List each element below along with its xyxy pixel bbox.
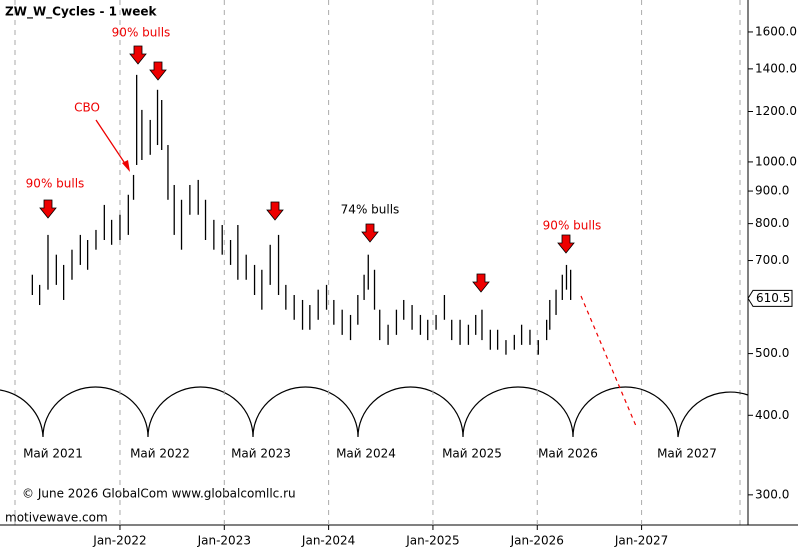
cycle-label: Май 2025 xyxy=(442,447,502,461)
cycle-label: Май 2023 xyxy=(231,447,291,461)
y-tick-label: 1000.0 xyxy=(755,154,797,168)
y-tick-label: 400.0 xyxy=(755,408,789,422)
x-tick-label: Jan-2027 xyxy=(614,534,668,548)
annotation: 90% bulls xyxy=(543,219,602,233)
x-tick-label: Jan-2025 xyxy=(405,534,459,548)
chart-title: ZW_W_Cycles - 1 week xyxy=(5,5,158,20)
annotation: 74% bulls xyxy=(341,203,400,217)
y-tick-label: 300.0 xyxy=(755,487,789,501)
x-tick-label: Jan-2023 xyxy=(197,534,251,548)
signal-arrow xyxy=(472,273,490,293)
signal-arrow xyxy=(557,234,575,254)
x-tick-label: Jan-2022 xyxy=(92,534,146,548)
cbo-pointer xyxy=(95,119,129,169)
annotation: 90% bulls xyxy=(112,26,171,40)
cycle-label: Май 2026 xyxy=(538,447,598,461)
annotation: CBO xyxy=(74,101,100,115)
signal-arrow xyxy=(266,201,284,221)
y-tick-label: 1600.0 xyxy=(755,24,797,38)
last-price-box xyxy=(747,289,793,307)
signal-arrow xyxy=(39,199,57,219)
cycle-arcs xyxy=(0,386,749,438)
signal-arrow xyxy=(149,61,167,81)
y-tick-label: 800.0 xyxy=(755,216,789,230)
last-price-label: 610.5 xyxy=(756,291,790,305)
signal-arrow xyxy=(129,45,147,65)
cycle-label: Май 2021 xyxy=(23,447,83,461)
cycle-label: Май 2024 xyxy=(336,447,396,461)
copyright: © June 2026 GlobalCom www.globalcomllc.r… xyxy=(22,487,296,501)
source: motivewave.com xyxy=(5,511,108,525)
y-tick-label: 500.0 xyxy=(755,346,789,360)
x-tick-label: Jan-2024 xyxy=(301,534,355,548)
y-tick-label: 1200.0 xyxy=(755,104,797,118)
y-tick-label: 1400.0 xyxy=(755,61,797,75)
signal-arrow xyxy=(361,223,379,243)
y-tick-label: 700.0 xyxy=(755,253,789,267)
cycle-label: Май 2022 xyxy=(130,447,190,461)
annotation: 90% bulls xyxy=(26,177,85,191)
cycle-label: Май 2027 xyxy=(657,447,717,461)
y-tick-label: 900.0 xyxy=(755,184,789,198)
cbo-pointer-head xyxy=(122,160,130,172)
x-tick-label: Jan-2026 xyxy=(510,534,564,548)
